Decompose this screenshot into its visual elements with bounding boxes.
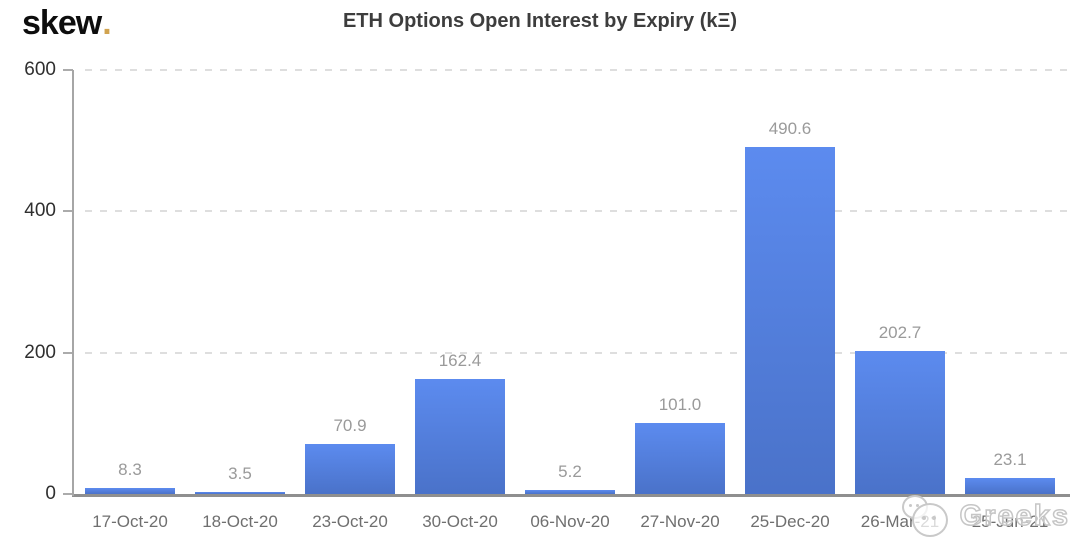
x-tick-label-17-Oct-20: 17-Oct-20 <box>92 512 168 531</box>
y-tick-label-0: 0 <box>45 483 56 504</box>
x-tick-label-25-Dec-20: 25-Dec-20 <box>750 512 830 531</box>
bar-value-label: 162.4 <box>438 351 482 371</box>
skew-logo: skew. <box>22 4 112 43</box>
bar-06-Nov-20[interactable] <box>525 490 615 494</box>
bar-value-label: 490.6 <box>768 119 812 139</box>
x-tick-label-26-Mar-21: 26-Mar-21 <box>860 512 940 531</box>
x-tick-label-23-Oct-20: 23-Oct-20 <box>312 512 388 531</box>
bar-value-label: 8.3 <box>118 460 142 480</box>
chart-title: ETH Options Open Interest by Expiry (kΞ) <box>342 10 738 32</box>
x-tick-label-30-Oct-20: 30-Oct-20 <box>422 512 498 531</box>
gridline-200 <box>85 351 1070 354</box>
y-tick-400 <box>63 210 73 213</box>
bar-value-label: 23.1 <box>993 449 1027 469</box>
bar-26-Mar-21[interactable] <box>855 350 945 494</box>
x-tick-label-27-Nov-20: 27-Nov-20 <box>640 512 720 531</box>
bar-30-Oct-20[interactable] <box>415 379 505 494</box>
bar-18-Oct-20[interactable] <box>195 491 285 494</box>
bar-17-Oct-20[interactable] <box>85 488 175 494</box>
gridline-400 <box>85 210 1070 213</box>
y-tick-0 <box>63 493 73 495</box>
logo-dot: . <box>102 4 112 42</box>
y-tick-label-600: 600 <box>24 59 56 80</box>
y-tick-200 <box>63 351 73 354</box>
bar-value-label: 202.7 <box>878 322 922 342</box>
bar-value-label: 3.5 <box>228 463 252 483</box>
bar-23-Oct-20[interactable] <box>305 443 395 494</box>
y-tick-600 <box>63 69 73 71</box>
bar-25-Jun-21[interactable] <box>965 477 1055 494</box>
bar-value-label: 101.0 <box>658 394 702 414</box>
bar-27-Nov-20[interactable] <box>635 422 725 494</box>
x-tick-label-25-Jun-21: 25-Jun-21 <box>971 512 1049 531</box>
x-axis-baseline <box>72 494 1070 497</box>
bar-value-label: 70.9 <box>333 415 367 435</box>
y-tick-label-400: 400 <box>24 200 56 222</box>
gridline-600 <box>85 69 1070 71</box>
y-tick-label-200: 200 <box>24 341 56 363</box>
x-tick-label-18-Oct-20: 18-Oct-20 <box>202 512 278 531</box>
bar-25-Dec-20[interactable] <box>745 147 835 494</box>
logo-text: skew <box>22 4 102 42</box>
x-tick-label-06-Nov-20: 06-Nov-20 <box>530 512 610 531</box>
y-axis-line <box>72 70 74 496</box>
bar-value-label: 5.2 <box>558 462 582 482</box>
